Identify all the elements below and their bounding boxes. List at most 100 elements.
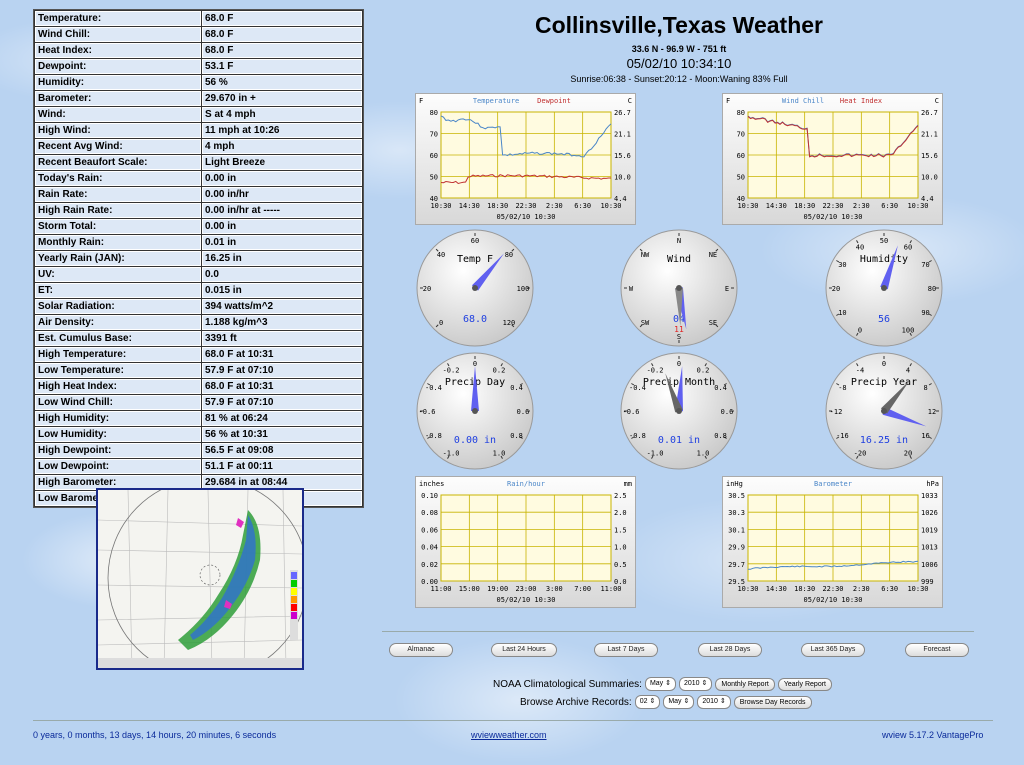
- table-row: ET: 0.015 in: [35, 283, 362, 298]
- last-24-hours-button[interactable]: Last 24 Hours: [491, 643, 557, 657]
- humidity-gauge[interactable]: 0 10 20 30 40 50 60 70 80 90 100 Humidity 56: [824, 228, 944, 348]
- table-row: Low Dewpoint: 51.1 F at 00:11: [35, 459, 362, 474]
- last-365-days-button[interactable]: Last 365 Days: [801, 643, 865, 657]
- unit-left: inHg: [726, 480, 743, 488]
- forecast-button[interactable]: Forecast: [905, 643, 969, 657]
- legend-series-1: Temperature: [473, 97, 519, 105]
- y-tick-left: 50: [737, 174, 745, 182]
- archive-month-select[interactable]: May ⇕: [663, 695, 695, 709]
- gauge-value: 0.00 in: [454, 435, 496, 446]
- row-label: Storm Total:: [35, 219, 201, 234]
- x-tick: 3:00: [546, 585, 563, 593]
- x-tick: 14:30: [766, 202, 787, 210]
- noaa-year-select[interactable]: 2010 ⇕: [678, 677, 713, 691]
- noaa-month-select[interactable]: May ⇕: [644, 677, 676, 691]
- x-tick: 2:30: [853, 202, 870, 210]
- row-value: 68.0 F at 10:31: [202, 379, 362, 394]
- table-row: Air Density: 1.188 kg/m^3: [35, 315, 362, 330]
- x-tick: 15:00: [459, 585, 480, 593]
- radar-map-image[interactable]: [96, 477, 309, 679]
- gauge-needle: [880, 245, 898, 290]
- temperature-dewpoint-graph[interactable]: 80 26.7 70 21.1 60 15.6 50 10.0 40 4.4 10:30 14:30 1…: [415, 93, 636, 225]
- last-28-days-button[interactable]: Last 28 Days: [698, 643, 762, 657]
- gauge-needle: [880, 380, 910, 414]
- observation-datetime: 05/02/10 10:34:10: [626, 56, 732, 71]
- archive-day-value: 02: [639, 698, 648, 705]
- row-label: Wind:: [35, 107, 201, 122]
- almanac-button[interactable]: Almanac: [389, 643, 453, 657]
- row-value: 0.01 in: [202, 235, 362, 250]
- uptime-text: 0 years, 0 months, 13 days, 14 hours, 20…: [33, 730, 277, 740]
- y-tick-left: 80: [737, 109, 745, 117]
- gauge-tick: 0.8: [510, 432, 523, 440]
- gauge-title: Humidity: [860, 254, 908, 265]
- x-tick: 22:30: [822, 202, 843, 210]
- temperature-gauge[interactable]: 0 20 40 60 80 100 120 Temp F 68.0: [415, 228, 535, 348]
- archive-row: Browse Archive Records: 02 ⇕ May ⇕ 2010 …: [520, 695, 812, 709]
- noaa-month-value: May: [649, 680, 664, 687]
- gauge-tick: -1.0: [647, 450, 664, 458]
- row-value: 56 %: [202, 75, 362, 90]
- row-label: Monthly Rain:: [35, 235, 201, 250]
- y-tick-left: 0.00: [421, 578, 438, 586]
- table-row: High Temperature: 68.0 F at 10:31: [35, 347, 362, 362]
- y-tick-right: 0.0: [614, 578, 627, 586]
- precip-month-gauge[interactable]: -1.0 -0.8 -0.6 -0.4 -0.2 0 0.2 0.4 0.6 0.8 1.0 Prec…: [619, 351, 739, 471]
- noaa-year-value: 2010: [683, 680, 700, 687]
- gauge-tick: 120: [503, 319, 516, 327]
- windchill-heatindex-graph[interactable]: 80 26.7 70 21.1 60 15.6 50 10.0 40 4.4 10:30 14:30 1…: [722, 93, 943, 225]
- barometer-graph[interactable]: 30.5 1033 30.3 1026 30.1 1019 29.9 1013 29.7 1006…: [722, 476, 943, 608]
- y-tick-right: 1033: [921, 492, 938, 500]
- y-tick-right: 10.0: [921, 174, 938, 182]
- gauge-tick: 0: [439, 319, 443, 327]
- row-label: Heat Index:: [35, 43, 201, 58]
- y-tick-left: 60: [737, 152, 745, 160]
- gauge-tick: 1.0: [697, 450, 710, 458]
- rain-rate-graph[interactable]: 0.10 2.5 0.08 2.0 0.06 1.5 0.04 1.0 0.02 0.5 0.00 0…: [415, 476, 636, 608]
- version-text: wview 5.17.2 VantagePro: [882, 730, 984, 740]
- monthly-report-button[interactable]: Monthly Report: [715, 677, 775, 691]
- y-tick-right: 1013: [921, 544, 938, 552]
- precip-day-gauge[interactable]: -1.0 -0.8 -0.6 -0.4 -0.2 0 0.2 0.4 0.6 0.8 1.0 Prec…: [415, 351, 535, 471]
- gauge-tick: -12: [830, 408, 843, 416]
- y-tick-right: 21.1: [614, 131, 631, 139]
- row-value: 57.9 F at 07:10: [202, 363, 362, 378]
- wind-gauge[interactable]: N NE E SE S SW W NW Wind 04 11: [619, 228, 739, 348]
- unit-right: C: [628, 97, 632, 105]
- last-7-days-button[interactable]: Last 7 Days: [594, 643, 658, 657]
- archive-year-select[interactable]: 2010 ⇕: [697, 695, 731, 709]
- x-tick: 18:30: [794, 202, 815, 210]
- y-tick-right: 1.5: [614, 526, 627, 534]
- gauge-value: 04: [673, 314, 685, 325]
- y-tick-right: 2.5: [614, 492, 627, 500]
- gauge-tick: -0.6: [419, 408, 436, 416]
- y-tick-left: 40: [737, 195, 745, 203]
- row-value: 4 mph: [202, 139, 362, 154]
- gauge-needle: [471, 366, 479, 411]
- gauge-tick: 0.4: [714, 384, 727, 392]
- row-value: 0.00 in: [202, 171, 362, 186]
- y-tick-left: 60: [430, 152, 438, 160]
- wview-link[interactable]: wviewweather.com: [471, 730, 547, 740]
- row-value: 16.25 in: [202, 251, 362, 266]
- gauge-tick: -0.8: [425, 432, 442, 440]
- graph-date: 05/02/10 10:30: [496, 596, 555, 604]
- gauge-tick: S: [677, 333, 681, 341]
- gauge-tick: 50: [880, 237, 888, 245]
- row-label: High Dewpoint:: [35, 443, 201, 458]
- gauge-tick: 40: [856, 243, 864, 251]
- table-row: Est. Cumulus Base: 3391 ft: [35, 331, 362, 346]
- row-value: 81 % at 06:24: [202, 411, 362, 426]
- gauge-tick: 100: [517, 285, 530, 293]
- gauge-needle: [471, 253, 504, 291]
- gauge-tick: 0.8: [714, 432, 727, 440]
- x-tick: 11:00: [430, 585, 451, 593]
- x-tick: 22:30: [515, 202, 536, 210]
- row-label: UV:: [35, 267, 201, 282]
- yearly-report-button[interactable]: Yearly Report: [777, 677, 832, 691]
- gauge-tick: 90: [921, 309, 929, 317]
- archive-day-select[interactable]: 02 ⇕: [634, 695, 661, 709]
- browse-day-records-button[interactable]: Browse Day Records: [733, 695, 812, 709]
- row-label: Rain Rate:: [35, 187, 201, 202]
- precip-year-gauge[interactable]: -20 -16 -12 -8 -4 0 4 8 12 16 20 Precip Year 16.25 i…: [824, 351, 944, 471]
